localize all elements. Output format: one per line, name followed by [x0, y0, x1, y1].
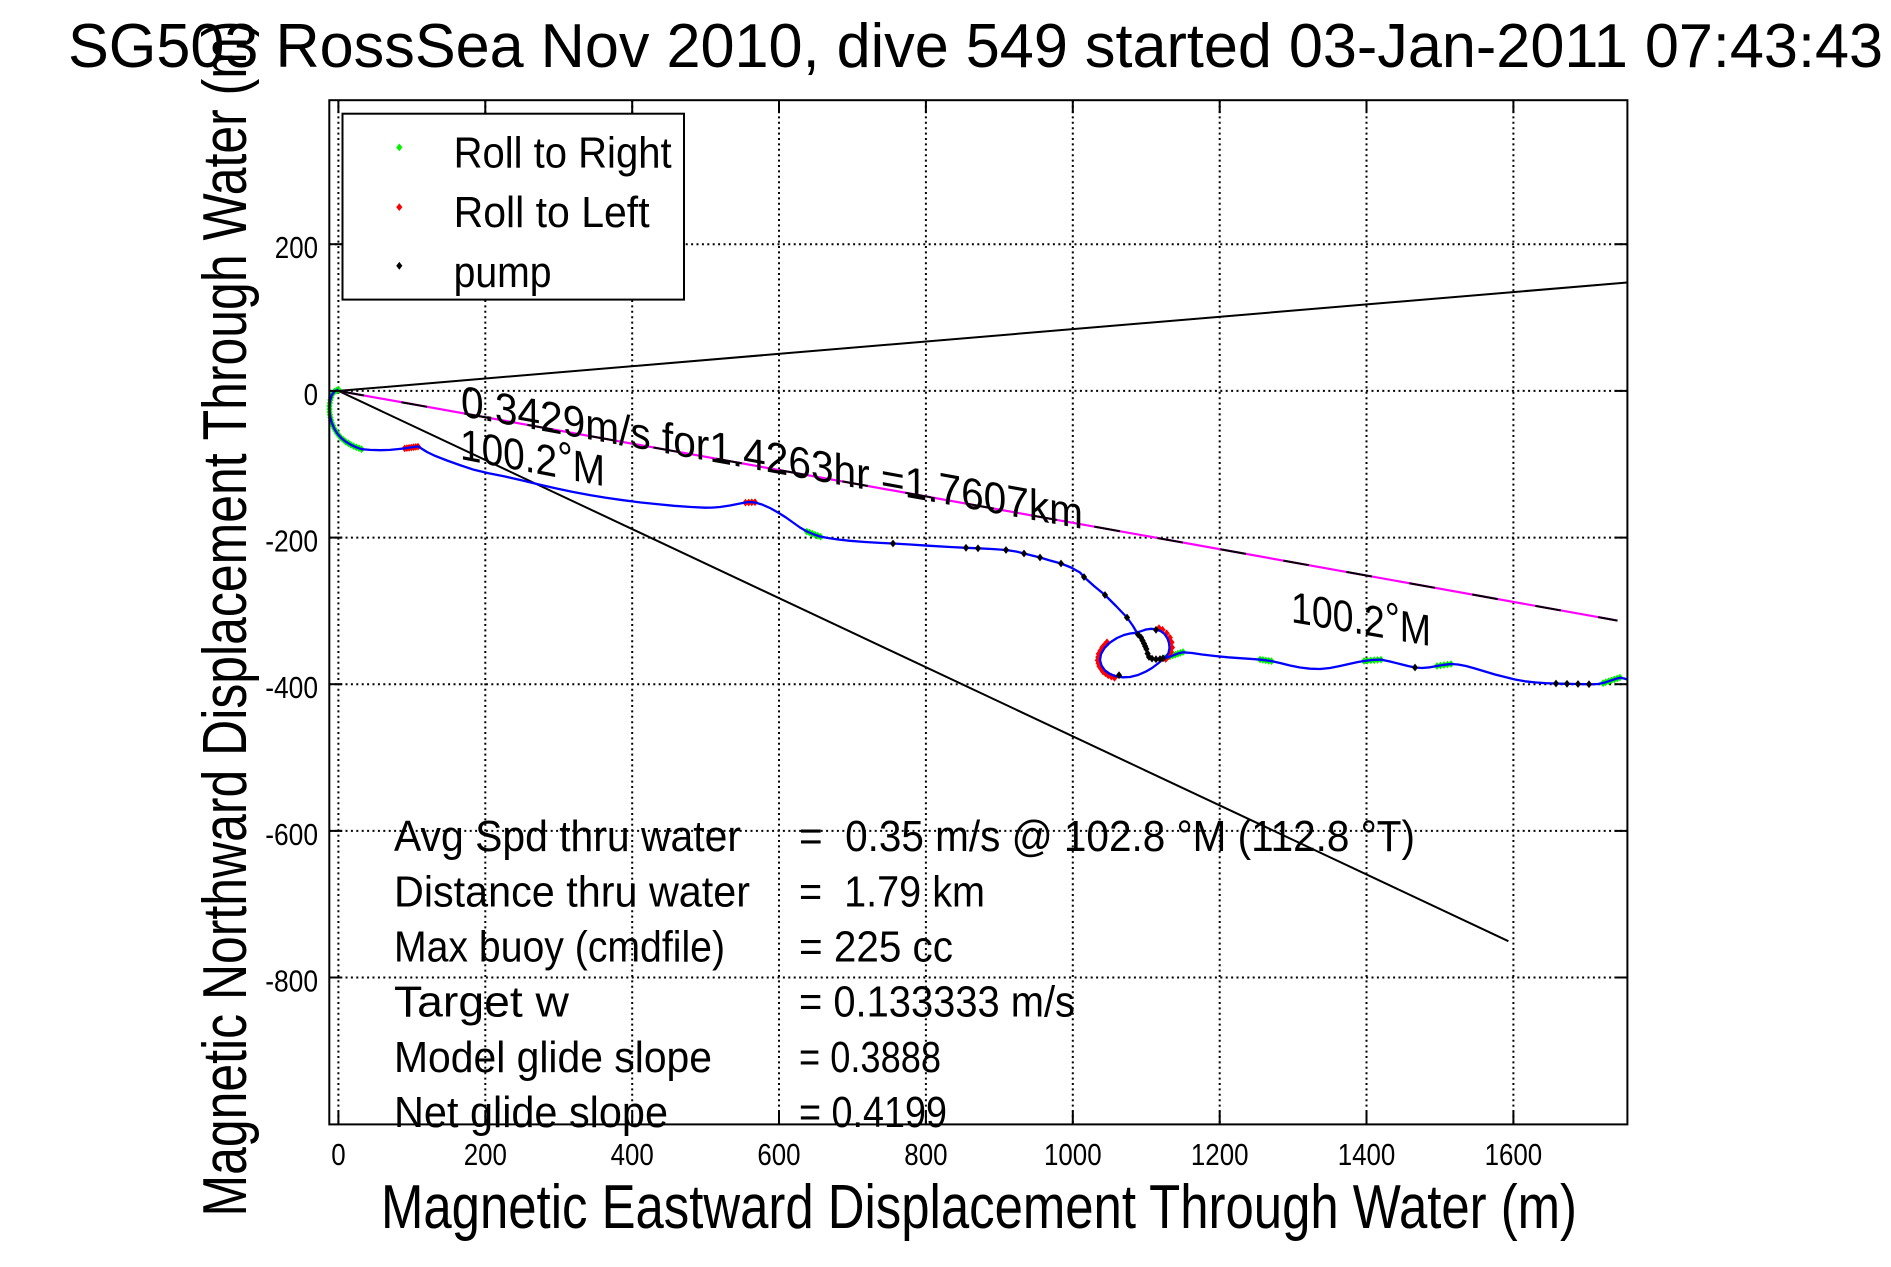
svg-text:1600: 1600 [1485, 1137, 1543, 1172]
svg-text:Magnetic Eastward Displacement: Magnetic Eastward Displacement Through W… [381, 1173, 1577, 1242]
svg-text:Net glide slope: Net glide slope [394, 1088, 668, 1137]
svg-text:-600: -600 [265, 817, 318, 852]
svg-text:Max buoy (cmdfile): Max buoy (cmdfile) [394, 923, 725, 972]
svg-text:-400: -400 [265, 670, 318, 705]
svg-text:= 0.133333 m/s: = 0.133333 m/s [799, 978, 1075, 1027]
svg-text:Avg Spd thru water: Avg Spd thru water [394, 812, 741, 861]
svg-text:Model glide slope: Model glide slope [394, 1033, 712, 1082]
svg-text:800: 800 [904, 1137, 947, 1172]
svg-text:400: 400 [611, 1137, 654, 1172]
svg-text:600: 600 [757, 1137, 800, 1172]
svg-text:Roll to Left: Roll to Left [454, 188, 650, 237]
svg-text:SG503 RossSea Nov 2010, dive 5: SG503 RossSea Nov 2010, dive 549 started… [68, 12, 1883, 81]
svg-text:0: 0 [331, 1137, 345, 1172]
svg-text:1200: 1200 [1191, 1137, 1249, 1172]
svg-text:Roll to Right: Roll to Right [454, 129, 672, 178]
svg-text:-800: -800 [265, 964, 318, 999]
svg-text:= 0.35 m/s @ 102.8 °M (112.8: = 0.35 m/s @ 102.8 °M (112.8 °T) [799, 812, 1415, 861]
svg-text:Distance thru water: Distance thru water [394, 867, 750, 916]
svg-text:= 1.79 km: = 1.79 km [799, 867, 985, 916]
svg-text:Target w: Target w [394, 978, 569, 1027]
svg-text:= 0.4199: = 0.4199 [799, 1088, 947, 1137]
svg-text:pump: pump [454, 248, 552, 297]
svg-text:0: 0 [304, 377, 318, 412]
svg-text:1000: 1000 [1044, 1137, 1102, 1172]
svg-text:= 0.3888: = 0.3888 [799, 1033, 941, 1082]
svg-text:200: 200 [464, 1137, 507, 1172]
svg-text:-200: -200 [265, 524, 318, 559]
svg-text:Magnetic Northward Displacemen: Magnetic Northward Displacement Through … [191, 21, 260, 1217]
svg-text:200: 200 [275, 230, 318, 265]
svg-text:= 225 cc: = 225 cc [799, 923, 953, 972]
svg-text:1400: 1400 [1338, 1137, 1396, 1172]
